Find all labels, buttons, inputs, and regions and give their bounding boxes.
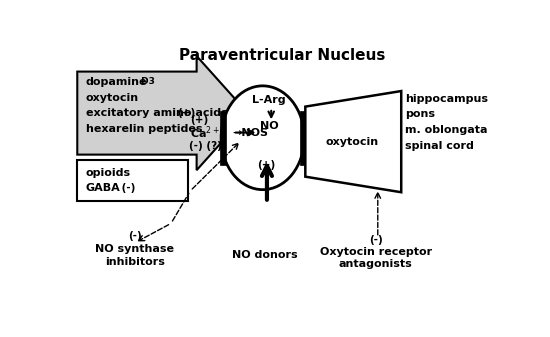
Text: D3: D3 (138, 78, 155, 87)
Text: NO donors: NO donors (232, 249, 298, 259)
Text: pons: pons (405, 110, 436, 119)
Text: Ca$^{2+}$: Ca$^{2+}$ (190, 124, 220, 141)
Text: (-): (-) (118, 183, 135, 193)
Polygon shape (300, 111, 305, 165)
Text: excitatory amino acids: excitatory amino acids (86, 108, 228, 118)
Text: NO synthase: NO synthase (95, 244, 174, 254)
Text: Paraventricular Nucleus: Paraventricular Nucleus (179, 48, 385, 63)
Polygon shape (220, 111, 225, 165)
Polygon shape (305, 91, 401, 192)
Ellipse shape (221, 86, 304, 190)
Text: (+): (+) (177, 108, 195, 118)
Text: NO: NO (260, 121, 278, 131)
Text: oxytocin: oxytocin (86, 93, 139, 102)
Text: antagonists: antagonists (339, 259, 412, 269)
Text: m. oblongata: m. oblongata (405, 125, 488, 135)
Text: oxytocin: oxytocin (326, 136, 379, 147)
Text: (-) (?): (-) (?) (189, 141, 222, 151)
Text: GABA: GABA (86, 183, 120, 193)
Text: (-): (-) (128, 232, 142, 241)
Polygon shape (77, 160, 188, 201)
Text: hexarelin peptides: hexarelin peptides (86, 124, 202, 134)
Text: L-Arg: L-Arg (252, 95, 286, 105)
Text: spinal cord: spinal cord (405, 141, 474, 151)
Text: →NOS: →NOS (233, 128, 269, 137)
Text: inhibitors: inhibitors (105, 257, 165, 267)
Text: Oxytocin receptor: Oxytocin receptor (320, 247, 432, 257)
Text: dopamine: dopamine (86, 77, 147, 87)
Text: (+): (+) (257, 160, 276, 170)
Text: (+): (+) (190, 115, 208, 125)
Text: opioids: opioids (86, 168, 131, 178)
Polygon shape (77, 56, 248, 170)
Text: hippocampus: hippocampus (405, 94, 488, 104)
Text: (-): (-) (368, 235, 383, 245)
